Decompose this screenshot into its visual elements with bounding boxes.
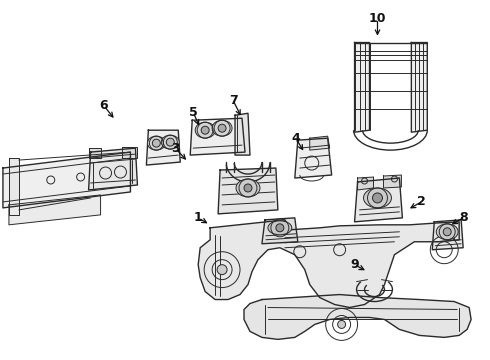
Circle shape	[276, 224, 284, 232]
Circle shape	[372, 193, 383, 203]
Circle shape	[218, 124, 226, 132]
Ellipse shape	[236, 179, 260, 197]
Ellipse shape	[364, 188, 392, 208]
Ellipse shape	[195, 122, 215, 138]
Polygon shape	[310, 136, 330, 150]
Circle shape	[201, 126, 209, 134]
Polygon shape	[190, 118, 245, 155]
Polygon shape	[432, 220, 463, 250]
Text: 9: 9	[350, 258, 359, 271]
Ellipse shape	[161, 135, 179, 149]
Polygon shape	[295, 138, 332, 178]
Polygon shape	[3, 152, 130, 208]
Text: 7: 7	[229, 94, 238, 107]
Ellipse shape	[147, 136, 165, 150]
Polygon shape	[384, 175, 401, 188]
Polygon shape	[355, 178, 402, 222]
Polygon shape	[89, 148, 100, 158]
Polygon shape	[9, 195, 100, 225]
Circle shape	[244, 184, 252, 192]
Text: 5: 5	[189, 106, 197, 119]
Text: 2: 2	[417, 195, 426, 208]
Circle shape	[152, 139, 160, 147]
Polygon shape	[122, 147, 137, 158]
Text: 8: 8	[459, 211, 467, 224]
Polygon shape	[198, 220, 459, 307]
Text: 6: 6	[99, 99, 108, 112]
Circle shape	[217, 265, 227, 275]
Circle shape	[166, 138, 174, 146]
Circle shape	[338, 320, 345, 328]
Text: 4: 4	[292, 132, 300, 145]
Polygon shape	[358, 177, 373, 190]
Polygon shape	[89, 148, 137, 190]
Polygon shape	[244, 294, 471, 339]
Text: 3: 3	[171, 141, 179, 155]
Ellipse shape	[436, 224, 458, 240]
Circle shape	[443, 228, 451, 236]
Ellipse shape	[268, 221, 292, 235]
Text: 10: 10	[369, 12, 386, 25]
Polygon shape	[9, 158, 19, 215]
Polygon shape	[412, 42, 427, 132]
Polygon shape	[262, 218, 298, 244]
Polygon shape	[355, 42, 369, 132]
Polygon shape	[235, 113, 250, 155]
Ellipse shape	[212, 120, 232, 136]
Text: 1: 1	[194, 211, 202, 224]
Polygon shape	[147, 130, 180, 165]
Polygon shape	[218, 168, 278, 214]
